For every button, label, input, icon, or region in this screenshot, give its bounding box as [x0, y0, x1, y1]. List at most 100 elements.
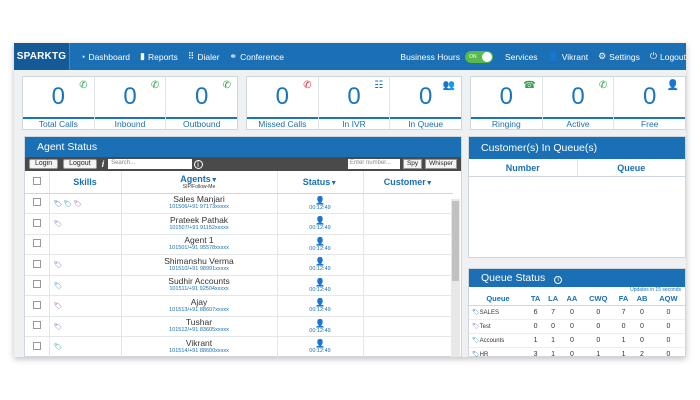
stat-label: Outbound	[166, 117, 238, 129]
col-agents[interactable]: Agents▼ SIP/Follow-Me	[121, 171, 278, 194]
spy-button[interactable]: Spy	[402, 159, 423, 169]
agent-row[interactable]: 🏷 Tushar 101512/+91 83605xxxxx 👤 00:12:4…	[25, 316, 453, 337]
nav-right: Business Hours ON Services 👤 Vikrant ⚙ S…	[400, 43, 686, 70]
agent-row[interactable]: 🏷 Vikrant 101514/+91 88600xxxxx 👤 00:12:…	[25, 336, 453, 357]
whisper-button[interactable]: Whisper	[425, 159, 457, 169]
phone-icon: ✆	[79, 80, 88, 91]
agent-checkbox[interactable]	[32, 259, 41, 268]
agent-customer	[363, 316, 453, 337]
stat-in-ivr: ☷ 0 In IVR	[318, 77, 391, 129]
brand-logo[interactable]: SPARKTG	[14, 43, 70, 70]
skill-tag-icon[interactable]: 🏷	[53, 344, 63, 352]
col-queue: Queue	[617, 163, 646, 173]
agent-status-time: 00:12:49	[309, 204, 331, 211]
nav-services[interactable]: Services	[504, 51, 538, 62]
toggle-label: ON	[468, 53, 477, 60]
stat-value: 0	[499, 83, 514, 110]
agent-row[interactable]: 🏷 Prateek Pathak 101507/+91 91152xxxxx 👤…	[25, 213, 453, 235]
agent-status: 👤 00:12:49	[277, 213, 364, 235]
agent-search-input[interactable]: Search...	[108, 159, 193, 169]
agent-skills: 🏷	[49, 254, 122, 276]
skill-tag-icon[interactable]: 🏷	[53, 323, 63, 331]
queue-row[interactable]: 🏷Test 0 0 0 0 0 0 0	[469, 319, 685, 334]
nav-settings[interactable]: ⚙ Settings	[598, 51, 640, 62]
agent-status-icon: 👤	[315, 277, 325, 287]
agent-table-scrollbar[interactable]	[451, 199, 460, 357]
nav-conference-label: Conference	[240, 51, 285, 62]
login-button[interactable]: Login	[29, 159, 59, 169]
queue-name-cell: 🏷HR	[469, 347, 527, 357]
nav-conference[interactable]: ⚭ Conference	[230, 51, 285, 62]
logout-button[interactable]: Logout	[63, 159, 97, 169]
agent-status-icon: 👤	[315, 236, 325, 246]
nav-dialer[interactable]: ⠿ Dialer	[188, 51, 220, 62]
queue-row[interactable]: 🏷SALES 6 7 0 0 7 0 0	[469, 305, 685, 320]
agent-checkbox[interactable]	[32, 300, 41, 309]
agent-cell: Sudhir Accounts 101511/+91 92504xxxxx	[121, 275, 278, 296]
dial-number-input[interactable]: Enter number...	[347, 159, 400, 169]
stat-value: 0	[419, 83, 433, 110]
free-agent-icon: 👤	[666, 80, 680, 91]
queue-tag-icon: 🏷	[472, 351, 480, 358]
stat-total-calls: ✆ 0 Total Calls	[23, 77, 95, 129]
user-icon: 👤	[547, 51, 559, 61]
agent-checkbox[interactable]	[32, 239, 41, 248]
queue-row[interactable]: 🏷Accounts 1 1 0 0 1 0 0	[469, 333, 685, 348]
business-hours-toggle[interactable]: ON	[464, 50, 493, 63]
queue-status-table: Queue TA LA AA CWQ FA AB AQW 🏷SALES 6 7 0 0 7 0 0 🏷Test…	[469, 293, 685, 357]
col-skills[interactable]: Skills	[49, 171, 122, 194]
agent-customer	[363, 234, 453, 255]
customers-in-queue-panel: Customer(s) In Queue(s) Number Queue	[468, 136, 686, 258]
skill-tag-icon[interactable]: 🏷	[53, 282, 63, 290]
stat-label: Active	[542, 117, 614, 129]
agent-checkbox[interactable]	[32, 341, 41, 350]
skill-tag-icon[interactable]: 🏷	[53, 221, 63, 229]
agent-customer	[363, 193, 453, 214]
col-status[interactable]: Status▼	[277, 171, 364, 194]
agent-sip: 101514/+91 88600xxxxx	[169, 347, 229, 354]
agent-checkbox[interactable]	[32, 321, 41, 330]
select-all-checkbox[interactable]	[32, 176, 41, 185]
stat-value: 0	[347, 83, 361, 110]
queue-status-title: Queue Status	[481, 272, 546, 284]
queue-col-header: LA	[544, 293, 563, 306]
col-customer[interactable]: Customer▼	[363, 171, 453, 194]
agent-row[interactable]: 🏷 Sudhir Accounts 101511/+91 92504xxxxx …	[25, 275, 453, 296]
dashboard-icon: ◔	[80, 51, 86, 62]
skill-tag-icon[interactable]: 🏷	[73, 200, 83, 208]
queue-value: 0	[614, 319, 633, 334]
power-icon: ⏻	[649, 51, 657, 61]
queue-row[interactable]: 🏷HR 3 1 0 1 1 2 0	[469, 347, 685, 357]
agent-customer	[363, 275, 453, 296]
nav-logout[interactable]: ⏻ Logout	[650, 51, 686, 62]
queue-value: 1	[544, 333, 563, 348]
info-icon[interactable]: i	[101, 159, 105, 169]
nav-dashboard[interactable]: ◔ Dashboard	[80, 52, 130, 62]
queue-value: 0	[527, 319, 545, 334]
stat-label: Missed Calls	[247, 117, 318, 129]
agent-row[interactable]: 🏷🏷🏷 Sales Manjari 101506/+91 97173xxxxx …	[25, 193, 453, 214]
agents-table: Skills Agents▼ SIP/Follow-Me Status▼ Cus…	[25, 171, 453, 357]
agent-row[interactable]: 🏷 Shimanshu Verma 101510/+91 98991xxxxx …	[25, 254, 453, 276]
agent-checkbox[interactable]	[32, 198, 41, 207]
help-icon[interactable]: i	[193, 159, 203, 169]
scrollbar-thumb[interactable]	[452, 201, 459, 281]
skill-tag-icon[interactable]: 🏷	[63, 200, 73, 208]
nav-user[interactable]: 👤 Vikrant	[548, 51, 589, 62]
agent-row[interactable]: 🏷 Ajay 101513/+91 88607xxxxx 👤 00:12:49	[25, 295, 453, 317]
agent-row[interactable]: Agent 1 101501/+91 95578xxxxx 👤 00:12:49	[25, 234, 453, 255]
agent-sip: 101501/+91 95578xxxxx	[169, 245, 229, 252]
skill-tag-icon[interactable]: 🏷	[53, 200, 63, 208]
nav-reports[interactable]: ▮ Reports	[140, 51, 178, 62]
agent-checkbox[interactable]	[32, 280, 41, 289]
stat-free: 👤 0 Free	[614, 77, 686, 129]
skill-tag-icon[interactable]: 🏷	[53, 303, 63, 311]
queue-value: 1	[581, 347, 615, 357]
nav-dashboard-label: Dashboard	[88, 51, 131, 62]
stat-value: 0	[275, 83, 290, 110]
agent-status-panel: Agent Status Login Logout i Search... ⌕ …	[24, 136, 462, 357]
skill-tag-icon[interactable]: 🏷	[53, 262, 63, 270]
agent-checkbox[interactable]	[32, 218, 41, 227]
stat-active: ✆ 0 Active	[542, 77, 615, 129]
info-circle-icon[interactable]: i	[554, 276, 563, 284]
